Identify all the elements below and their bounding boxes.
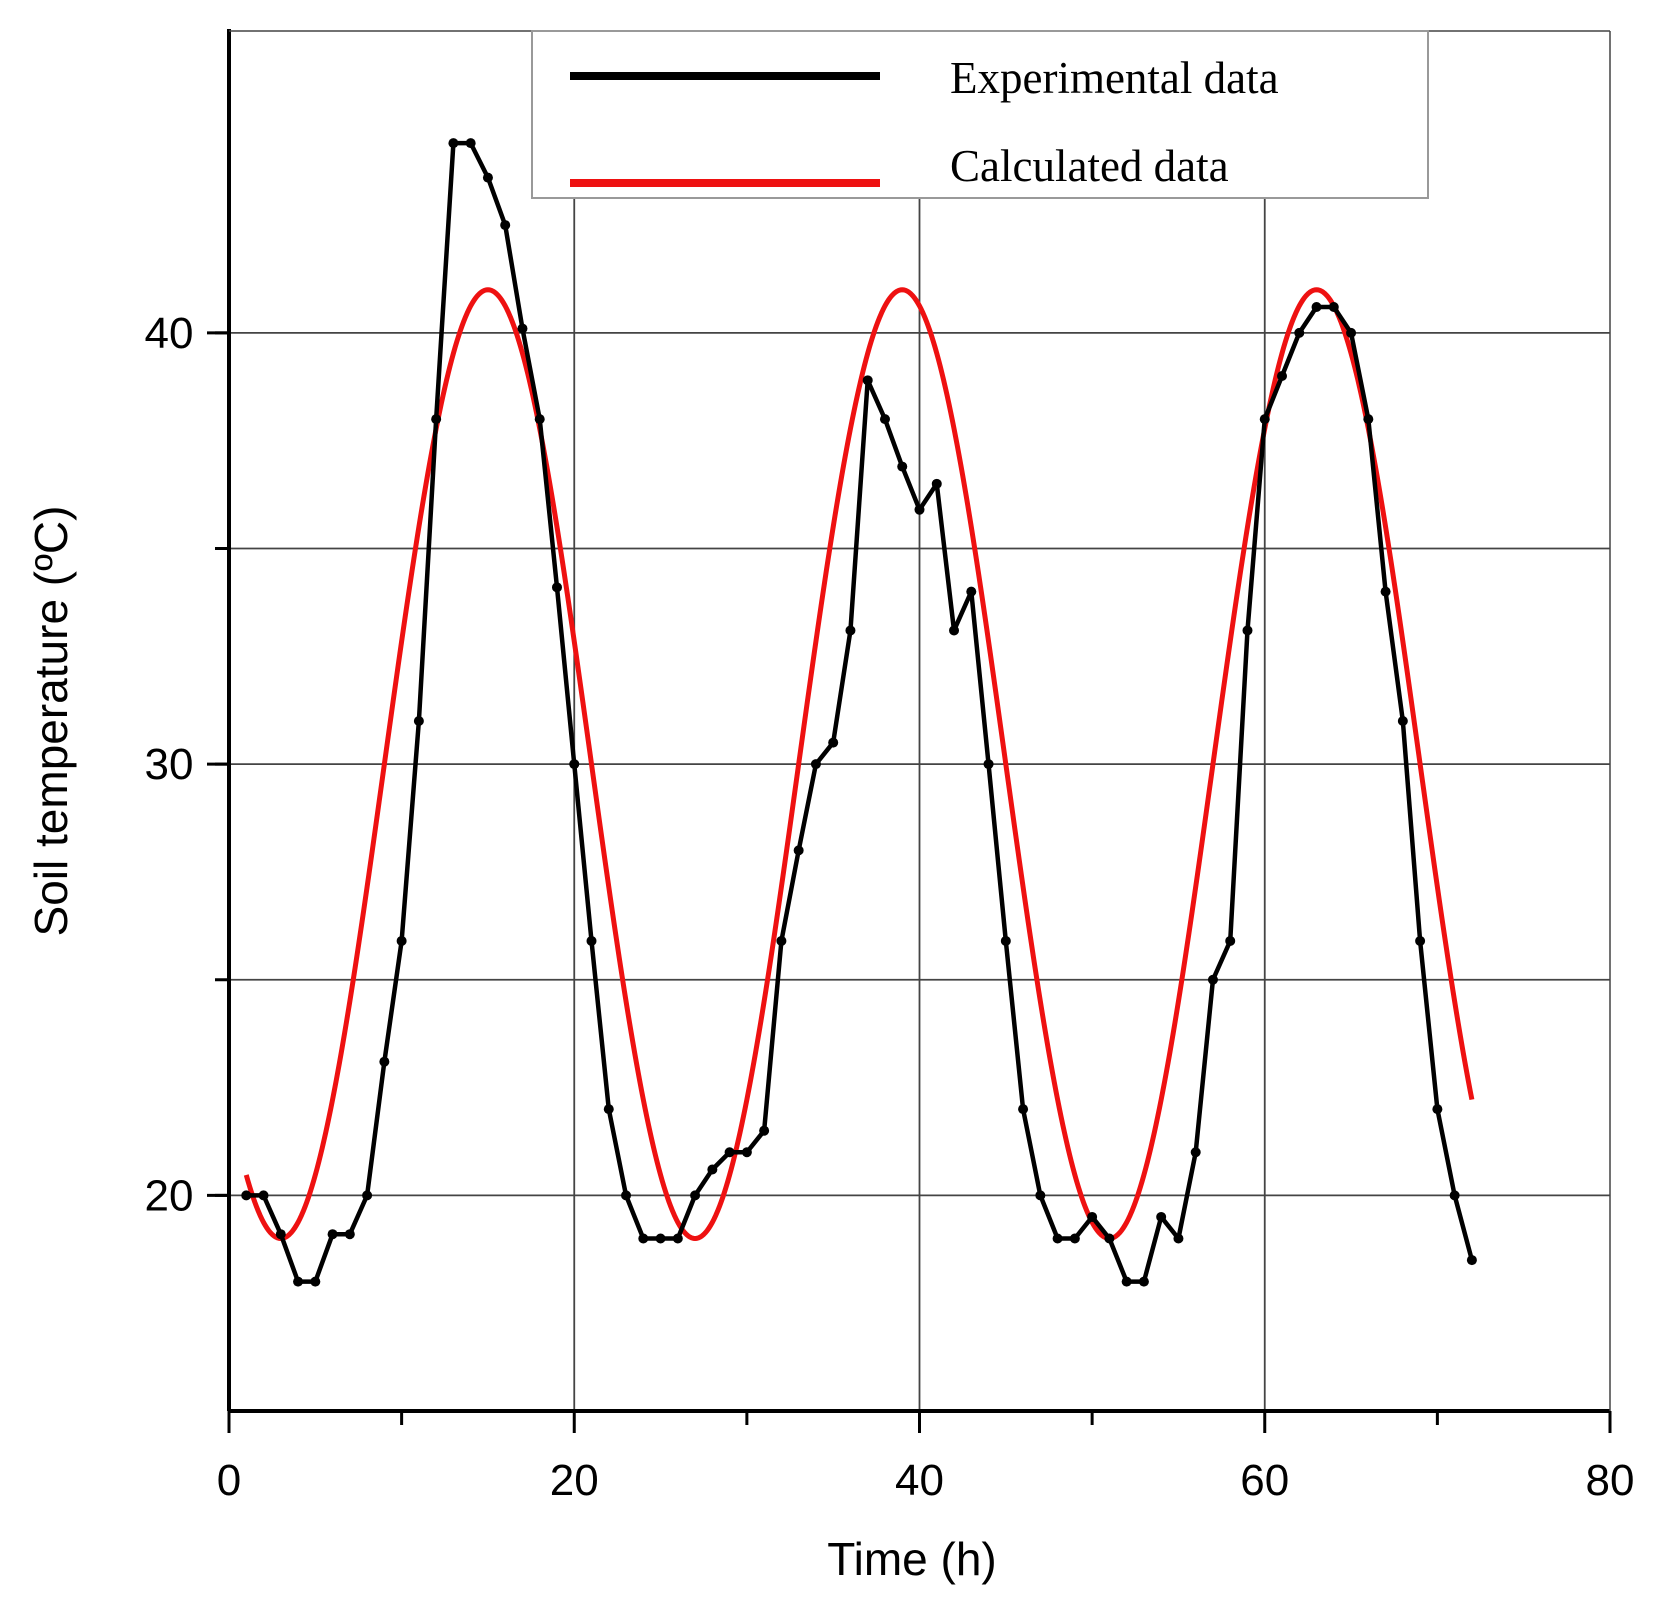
y-tick-label: 20 <box>145 1171 194 1220</box>
experimental-data-point <box>362 1190 373 1201</box>
experimental-data-point <box>1104 1233 1115 1244</box>
experimental-data-point <box>810 759 821 770</box>
experimental-data-point <box>258 1190 269 1201</box>
experimental-data-point <box>983 759 994 770</box>
experimental-data-point <box>845 625 856 636</box>
experimental-data-point <box>621 1190 632 1201</box>
experimental-data-point <box>1207 974 1218 985</box>
experimental-data-point <box>275 1229 286 1240</box>
y-tick-label: 30 <box>145 740 194 789</box>
experimental-data-point <box>1242 625 1253 636</box>
legend: Experimental data Calculated data <box>531 30 1429 199</box>
experimental-data-point <box>482 172 493 183</box>
experimental-data-point <box>465 138 476 149</box>
experimental-data-point <box>241 1190 252 1201</box>
experimental-data-point <box>603 1104 614 1115</box>
experimental-data-point <box>724 1147 735 1158</box>
experimental-data-point <box>655 1233 666 1244</box>
experimental-data-point <box>1277 371 1288 381</box>
experimental-data-point <box>638 1233 649 1244</box>
experimental-data-point <box>1156 1211 1167 1222</box>
x-tick-label: 0 <box>217 1456 241 1505</box>
experimental-data-point <box>966 586 977 597</box>
experimental-data-point <box>396 935 407 946</box>
x-axis-title: Time (h) <box>827 1533 997 1585</box>
experimental-data-point <box>862 375 873 386</box>
experimental-data-line <box>246 140 1475 1284</box>
experimental-data-point <box>448 138 459 149</box>
experimental-data-point <box>379 1056 390 1067</box>
experimental-data-point <box>741 1147 752 1158</box>
experimental-data-point <box>1294 327 1305 338</box>
x-tick-label: 60 <box>1240 1456 1289 1505</box>
experimental-data-point <box>1363 414 1374 425</box>
experimental-data-point <box>1415 935 1426 946</box>
experimental-data-point <box>431 414 442 425</box>
experimental-data-point <box>759 1125 770 1136</box>
experimental-data-point <box>1035 1190 1046 1201</box>
experimental-data-point <box>500 220 511 231</box>
experimental-data-point <box>344 1229 355 1240</box>
experimental-data-point <box>1138 1276 1149 1287</box>
experimental-data-point <box>879 414 890 425</box>
legend-label-calculated: Calculated data <box>950 141 1229 191</box>
experimental-data-point <box>1449 1190 1460 1201</box>
experimental-data-point <box>1069 1233 1080 1244</box>
y-axis-title: Soil temperature (ºC) <box>25 506 77 937</box>
experimental-data-point <box>569 759 580 770</box>
series-layer <box>241 138 1477 1287</box>
experimental-data-point <box>690 1190 701 1201</box>
experimental-data-point <box>1397 716 1408 726</box>
experimental-data-point <box>1380 586 1391 597</box>
experimental-data-point <box>1173 1233 1184 1244</box>
experimental-data-point <box>327 1229 338 1240</box>
experimental-data-point <box>1311 302 1322 312</box>
y-tick-label: 40 <box>145 309 194 358</box>
experimental-data-point <box>1466 1255 1477 1266</box>
experimental-data-point <box>1190 1147 1201 1158</box>
tick-layer: 0 20 40 60 80 20 30 40 <box>145 309 1635 1505</box>
experimental-data-point <box>949 625 960 636</box>
experimental-data-point <box>551 582 562 593</box>
x-tick-label: 40 <box>895 1456 944 1505</box>
experimental-data-point <box>1018 1104 1029 1115</box>
experimental-data-point <box>931 478 942 489</box>
experimental-data-point <box>413 716 424 726</box>
experimental-data-point <box>793 845 804 856</box>
experimental-data-point <box>828 737 839 748</box>
experimental-data-point <box>1225 935 1236 946</box>
experimental-data-point <box>707 1164 718 1175</box>
experimental-data-point <box>293 1276 304 1287</box>
x-tick-label: 80 <box>1586 1456 1635 1505</box>
experimental-data-point <box>897 461 908 472</box>
experimental-data-point <box>1346 327 1357 338</box>
experimental-data-point <box>1000 935 1011 946</box>
x-tick-label: 20 <box>550 1456 599 1505</box>
experimental-data-point <box>672 1233 683 1244</box>
legend-label-experimental: Experimental data <box>950 53 1279 103</box>
experimental-data-point <box>1259 414 1270 425</box>
experimental-data-point <box>310 1276 321 1287</box>
legend-box <box>531 30 1429 199</box>
experimental-data-point <box>914 504 925 515</box>
experimental-data-point <box>1052 1233 1063 1244</box>
experimental-data-point <box>1328 302 1339 312</box>
experimental-data-point <box>1087 1211 1098 1222</box>
experimental-data-point <box>1121 1276 1132 1287</box>
experimental-data-point <box>776 935 787 946</box>
experimental-data-point <box>517 323 528 334</box>
grid-layer <box>229 31 1610 1411</box>
experimental-data-point <box>1432 1104 1443 1115</box>
experimental-data-point <box>586 935 597 946</box>
experimental-data-point <box>534 414 545 425</box>
